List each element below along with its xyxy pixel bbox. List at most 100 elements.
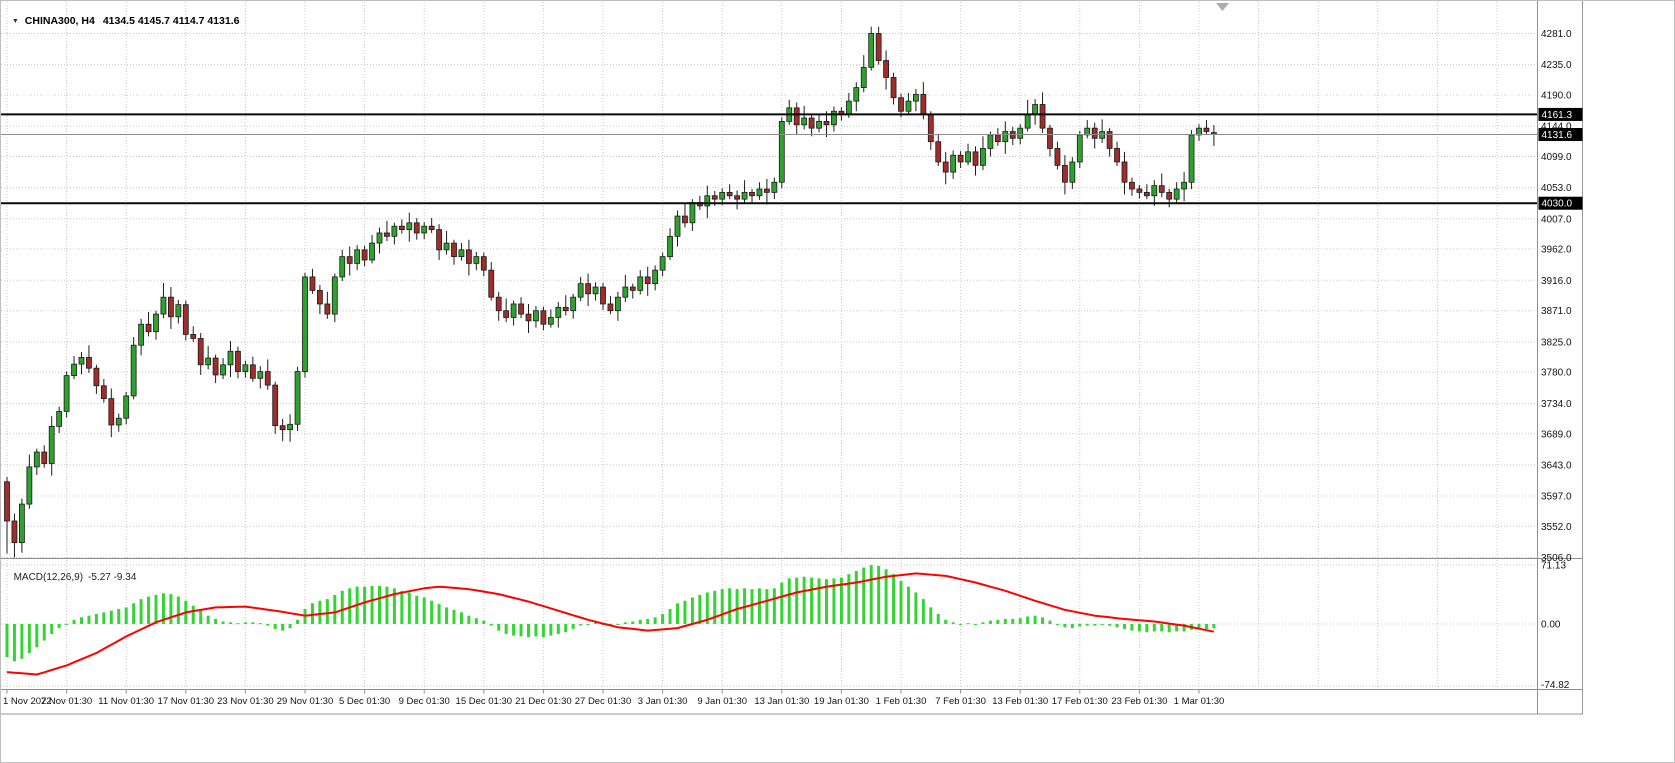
macd-histogram-bar [474, 618, 478, 624]
candle-bullish [1181, 181, 1187, 190]
macd-histogram-bar [363, 586, 367, 624]
macd-histogram-bar [906, 586, 910, 624]
macd-histogram-bar [12, 623, 16, 662]
macd-histogram-bar [839, 577, 843, 624]
macd-histogram-bar [251, 622, 255, 624]
candle-bearish [883, 60, 889, 78]
macd-histogram-bar [1115, 623, 1119, 628]
candle-bearish [190, 333, 197, 339]
candle-bearish [1129, 181, 1135, 190]
candle-bullish [1151, 185, 1158, 197]
macd-histogram-bar [661, 614, 665, 624]
candle-bullish [913, 93, 919, 102]
macd-histogram-bar [519, 623, 523, 637]
symbol-dropdown-icon[interactable]: ▼ [11, 18, 19, 25]
candle-bullish [473, 256, 480, 264]
candle-bullish [130, 344, 137, 397]
candle-bearish [562, 306, 569, 312]
candle-bullish [138, 323, 145, 346]
candle-bullish [652, 269, 659, 285]
time-axis-label: 21 Dec 01:30 [515, 696, 572, 707]
macd-histogram-bar [288, 623, 292, 629]
macd-histogram-bar [638, 619, 642, 624]
candle-bearish [875, 33, 882, 61]
candle-bullish [376, 232, 383, 244]
candle-bullish [78, 356, 85, 365]
macd-histogram-bar [370, 585, 374, 624]
macd-histogram-bar [1204, 623, 1208, 629]
candle-bearish [808, 117, 815, 129]
candle-bullish [257, 371, 264, 379]
macd-histogram-bar [1137, 623, 1141, 632]
macd-histogram-bar [42, 623, 46, 641]
macd-histogram-bar [27, 623, 31, 653]
candle-bullish [950, 154, 957, 173]
time-axis-label: 27 Dec 01:30 [575, 696, 632, 707]
macd-histogram-bar [936, 614, 940, 624]
candle-bullish [659, 256, 666, 271]
candle-bearish [4, 481, 10, 522]
macd-histogram-bar [340, 590, 344, 624]
macd-histogram-bar [594, 622, 598, 624]
candle-bullish [801, 117, 808, 126]
candle-bearish [100, 385, 107, 400]
price-badge-label: 4030.0 [1542, 199, 1573, 210]
candle-bullish [1076, 134, 1083, 163]
candle-bullish [369, 242, 375, 261]
candle-bearish [108, 398, 115, 426]
candle-bearish [942, 161, 949, 173]
candle-bearish [465, 249, 472, 264]
macd-histogram-bar [683, 600, 687, 624]
macd-histogram-bar [690, 597, 694, 624]
time-axis-label: 23 Nov 01:30 [217, 696, 274, 707]
chart-shift-marker[interactable] [1216, 3, 1229, 11]
macd-histogram-bar [534, 623, 538, 637]
candle-bullish [674, 215, 681, 237]
candle-bearish [235, 350, 241, 372]
time-axis-label: 7 Feb 01:30 [935, 696, 986, 707]
candle-bearish [711, 195, 718, 200]
candle-bearish [279, 425, 286, 431]
macd-histogram-bar [1070, 623, 1074, 629]
time-axis-label: 3 Jan 01:30 [638, 696, 688, 707]
macd-signal-line [6, 572, 1215, 676]
macd-histogram-bar [899, 580, 903, 624]
macd-histogram-bar [713, 590, 717, 624]
macd-histogram-bar [348, 588, 352, 624]
candle-bullish [845, 100, 852, 116]
macd-histogram-bar [80, 617, 83, 624]
candle-bullish [26, 466, 33, 505]
macd-histogram-bar [266, 623, 270, 626]
candle-bullish [1024, 114, 1031, 129]
macd-histogram-bar [1100, 623, 1104, 625]
macd-histogram-bar [728, 588, 732, 624]
macd-histogram-bar [541, 623, 545, 638]
candle-bullish [704, 195, 711, 207]
time-axis-label: 9 Jan 01:30 [697, 696, 747, 707]
candle-bearish [935, 141, 942, 163]
macd-histogram-bar [854, 570, 858, 624]
macd-histogram-bar [996, 619, 1000, 624]
macd-histogram-bar [1175, 623, 1179, 632]
macd-histogram-bar [1085, 623, 1089, 626]
candle-bullish [1032, 104, 1038, 116]
price-axis-label: 4099.0 [1541, 152, 1572, 163]
macd-histogram-bar [884, 569, 888, 624]
candle-bearish [398, 225, 405, 230]
candle-bearish [1039, 104, 1046, 129]
macd-histogram-bar [1018, 618, 1022, 624]
macd-histogram-bar [929, 607, 933, 624]
macd-histogram-bar [869, 565, 873, 624]
macd-histogram-bar [735, 589, 739, 624]
candle-bullish [622, 286, 629, 298]
candle-bullish [48, 425, 55, 464]
macd-histogram-bar [1041, 617, 1045, 624]
candle-bearish [793, 107, 800, 126]
time-axis-label: 7 Nov 01:30 [41, 696, 92, 707]
macd-histogram-bar [1026, 616, 1030, 624]
candle-bearish [898, 97, 904, 112]
candle-bullish [391, 225, 398, 237]
macd-histogram-bar [57, 623, 61, 629]
candle-bearish [994, 134, 1001, 143]
